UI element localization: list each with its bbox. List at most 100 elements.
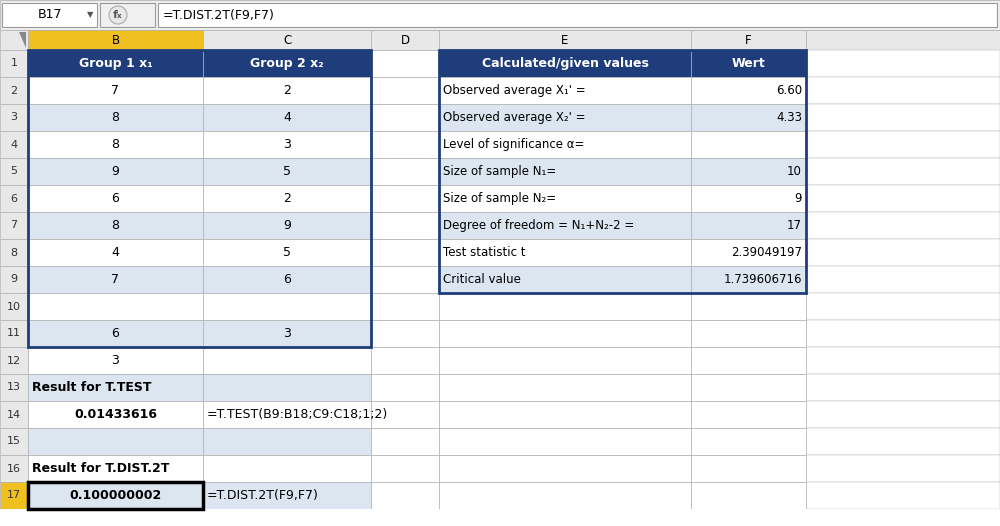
Bar [28,347,203,374]
Bar [806,266,1000,293]
Bar [806,77,1000,104]
Bar [28,266,203,293]
Text: 6: 6 [112,327,119,340]
Text: 6.60: 6.60 [776,84,802,97]
Bar [28,482,203,509]
Bar [806,158,1000,185]
Bar [203,77,371,104]
Text: 17: 17 [787,219,802,232]
Bar [691,455,806,482]
Bar [691,104,806,131]
Bar [439,482,691,509]
Bar [28,428,203,455]
Bar [691,212,806,239]
Bar [0,50,28,77]
Text: Observed average X₂' =: Observed average X₂' = [443,111,586,124]
Bar [371,293,439,320]
Text: Group 2 x₂: Group 2 x₂ [250,57,324,70]
Bar [0,509,1000,526]
Bar [0,104,28,131]
Text: ▼: ▼ [87,11,93,19]
Polygon shape [19,32,26,48]
Bar [371,374,439,401]
Bar [203,266,371,293]
Text: 4: 4 [10,139,18,149]
Bar [806,428,1000,455]
Text: Group 1 x₁: Group 1 x₁ [79,57,152,70]
Bar [0,0,1000,30]
Text: Level of significance α=: Level of significance α= [443,138,584,151]
Text: Test statistic t: Test statistic t [443,246,526,259]
Text: 1: 1 [10,58,18,68]
Text: 9: 9 [10,275,18,285]
Text: =T.DIST.2T(F9,F7): =T.DIST.2T(F9,F7) [207,489,319,502]
Text: F: F [745,34,752,46]
Bar [806,239,1000,266]
Bar [28,50,203,77]
Text: 0.100000002: 0.100000002 [69,489,162,502]
Text: 2: 2 [283,192,291,205]
Bar [371,455,439,482]
Circle shape [109,6,127,24]
Bar [28,239,203,266]
Bar [203,347,371,374]
Bar [691,30,806,50]
Bar [371,401,439,428]
Bar [28,374,203,401]
Text: 15: 15 [7,437,21,447]
Text: 11: 11 [7,329,21,339]
Bar [0,293,28,320]
Text: C: C [283,34,291,46]
Bar [371,185,439,212]
Bar [28,293,203,320]
Bar [806,50,1000,77]
Text: 13: 13 [7,382,21,392]
Text: 5: 5 [283,246,291,259]
Bar [439,158,691,185]
Text: 10: 10 [7,301,21,311]
Bar [439,50,806,293]
Bar [806,185,1000,212]
Text: 4: 4 [283,111,291,124]
Bar [806,347,1000,374]
Text: 3: 3 [10,113,18,123]
Text: =T.TEST(B9:B18;C9:C18;1;2): =T.TEST(B9:B18;C9:C18;1;2) [207,408,388,421]
Bar [439,401,691,428]
Bar [371,212,439,239]
Text: 10: 10 [787,165,802,178]
Text: 2: 2 [10,86,18,96]
Text: 6: 6 [112,192,119,205]
Text: 8: 8 [10,248,18,258]
Bar [28,401,203,428]
Text: 7: 7 [10,220,18,230]
Text: 12: 12 [7,356,21,366]
Text: 2.39049197: 2.39049197 [731,246,802,259]
Bar [203,320,371,347]
Bar [371,239,439,266]
Bar [28,212,203,239]
Text: Result for T.DIST.2T: Result for T.DIST.2T [32,462,169,475]
Bar [28,131,203,158]
Bar [203,212,371,239]
Bar [203,455,371,482]
Bar [28,158,203,185]
Bar [0,455,28,482]
Text: Size of sample N₂=: Size of sample N₂= [443,192,556,205]
Bar [691,266,806,293]
Bar [691,185,806,212]
Bar [371,320,439,347]
Bar [439,293,691,320]
Text: 16: 16 [7,463,21,473]
Text: E: E [561,34,569,46]
Bar [439,320,691,347]
Bar [203,131,371,158]
Bar [203,50,371,77]
Text: Result for T.TEST: Result for T.TEST [32,381,152,394]
Text: D: D [400,34,410,46]
Text: 6: 6 [10,194,18,204]
Bar [691,239,806,266]
Text: 5: 5 [10,167,18,177]
Bar [0,212,28,239]
Bar [806,482,1000,509]
Bar [439,455,691,482]
